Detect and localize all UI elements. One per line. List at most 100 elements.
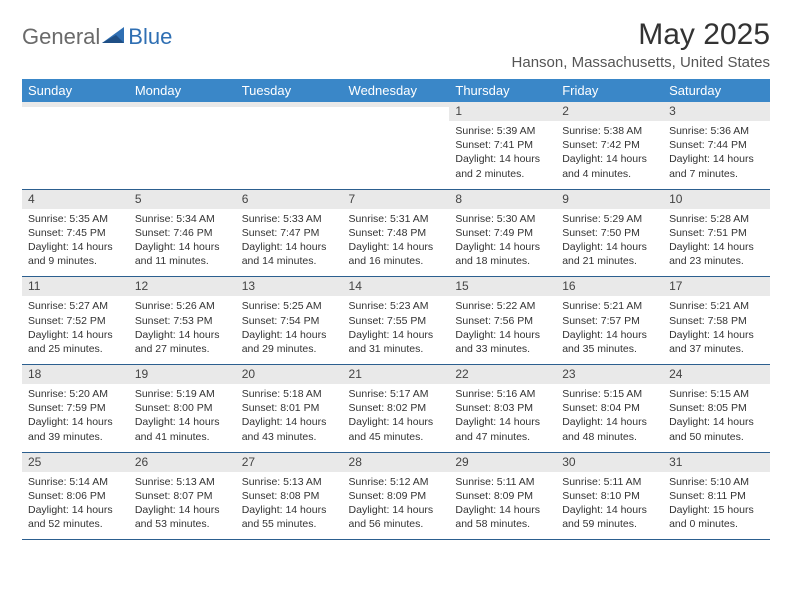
day-content: Sunrise: 5:22 AMSunset: 7:56 PMDaylight:… (449, 296, 556, 364)
day-number: 16 (556, 277, 663, 296)
sunrise-text: Sunrise: 5:15 AM (562, 387, 657, 401)
day-content (343, 107, 450, 171)
daylight-text: Daylight: 14 hours and 11 minutes. (135, 240, 230, 268)
daylight-text: Daylight: 14 hours and 45 minutes. (349, 415, 444, 443)
calendar-cell: 7Sunrise: 5:31 AMSunset: 7:48 PMDaylight… (343, 189, 450, 277)
calendar-cell (129, 102, 236, 189)
day-number: 30 (556, 453, 663, 472)
day-content: Sunrise: 5:15 AMSunset: 8:05 PMDaylight:… (663, 384, 770, 452)
day-number: 5 (129, 190, 236, 209)
sunset-text: Sunset: 7:54 PM (242, 314, 337, 328)
calendar-cell: 5Sunrise: 5:34 AMSunset: 7:46 PMDaylight… (129, 189, 236, 277)
day-number: 8 (449, 190, 556, 209)
sunset-text: Sunset: 8:09 PM (455, 489, 550, 503)
calendar-week-row: 11Sunrise: 5:27 AMSunset: 7:52 PMDayligh… (22, 277, 770, 365)
daylight-text: Daylight: 14 hours and 16 minutes. (349, 240, 444, 268)
sunset-text: Sunset: 8:01 PM (242, 401, 337, 415)
daylight-text: Daylight: 14 hours and 29 minutes. (242, 328, 337, 356)
daylight-text: Daylight: 14 hours and 52 minutes. (28, 503, 123, 531)
day-header-thursday: Thursday (449, 79, 556, 102)
calendar-cell: 19Sunrise: 5:19 AMSunset: 8:00 PMDayligh… (129, 365, 236, 453)
calendar-cell: 9Sunrise: 5:29 AMSunset: 7:50 PMDaylight… (556, 189, 663, 277)
daylight-text: Daylight: 14 hours and 18 minutes. (455, 240, 550, 268)
day-content: Sunrise: 5:36 AMSunset: 7:44 PMDaylight:… (663, 121, 770, 189)
sunrise-text: Sunrise: 5:23 AM (349, 299, 444, 313)
calendar-cell (343, 102, 450, 189)
sunrise-text: Sunrise: 5:35 AM (28, 212, 123, 226)
calendar-page: General Blue May 2025 Hanson, Massachuse… (0, 0, 792, 552)
calendar-cell: 28Sunrise: 5:12 AMSunset: 8:09 PMDayligh… (343, 452, 450, 540)
day-content: Sunrise: 5:17 AMSunset: 8:02 PMDaylight:… (343, 384, 450, 452)
sunrise-text: Sunrise: 5:27 AM (28, 299, 123, 313)
sunrise-text: Sunrise: 5:15 AM (669, 387, 764, 401)
sunset-text: Sunset: 7:56 PM (455, 314, 550, 328)
sunrise-text: Sunrise: 5:36 AM (669, 124, 764, 138)
calendar-cell: 4Sunrise: 5:35 AMSunset: 7:45 PMDaylight… (22, 189, 129, 277)
location: Hanson, Massachusetts, United States (512, 54, 770, 71)
daylight-text: Daylight: 14 hours and 9 minutes. (28, 240, 123, 268)
day-content: Sunrise: 5:12 AMSunset: 8:09 PMDaylight:… (343, 472, 450, 540)
sunrise-text: Sunrise: 5:31 AM (349, 212, 444, 226)
day-number: 17 (663, 277, 770, 296)
calendar-cell: 17Sunrise: 5:21 AMSunset: 7:58 PMDayligh… (663, 277, 770, 365)
sunrise-text: Sunrise: 5:14 AM (28, 475, 123, 489)
day-number: 4 (22, 190, 129, 209)
calendar-cell: 8Sunrise: 5:30 AMSunset: 7:49 PMDaylight… (449, 189, 556, 277)
sunset-text: Sunset: 8:11 PM (669, 489, 764, 503)
sunset-text: Sunset: 7:44 PM (669, 138, 764, 152)
sunset-text: Sunset: 7:59 PM (28, 401, 123, 415)
daylight-text: Daylight: 14 hours and 7 minutes. (669, 152, 764, 180)
daylight-text: Daylight: 14 hours and 53 minutes. (135, 503, 230, 531)
logo: General Blue (22, 24, 172, 50)
day-number: 3 (663, 102, 770, 121)
daylight-text: Daylight: 14 hours and 37 minutes. (669, 328, 764, 356)
logo-mark-icon (102, 25, 126, 50)
sunset-text: Sunset: 8:08 PM (242, 489, 337, 503)
sunrise-text: Sunrise: 5:11 AM (455, 475, 550, 489)
day-number: 26 (129, 453, 236, 472)
calendar-week-row: 25Sunrise: 5:14 AMSunset: 8:06 PMDayligh… (22, 452, 770, 540)
daylight-text: Daylight: 14 hours and 2 minutes. (455, 152, 550, 180)
sunset-text: Sunset: 8:07 PM (135, 489, 230, 503)
day-number: 10 (663, 190, 770, 209)
calendar-week-row: 4Sunrise: 5:35 AMSunset: 7:45 PMDaylight… (22, 189, 770, 277)
sunrise-text: Sunrise: 5:22 AM (455, 299, 550, 313)
sunrise-text: Sunrise: 5:21 AM (562, 299, 657, 313)
sunset-text: Sunset: 8:05 PM (669, 401, 764, 415)
calendar-cell: 6Sunrise: 5:33 AMSunset: 7:47 PMDaylight… (236, 189, 343, 277)
day-content: Sunrise: 5:31 AMSunset: 7:48 PMDaylight:… (343, 209, 450, 277)
sunset-text: Sunset: 7:55 PM (349, 314, 444, 328)
day-content: Sunrise: 5:34 AMSunset: 7:46 PMDaylight:… (129, 209, 236, 277)
day-content: Sunrise: 5:25 AMSunset: 7:54 PMDaylight:… (236, 296, 343, 364)
day-content: Sunrise: 5:28 AMSunset: 7:51 PMDaylight:… (663, 209, 770, 277)
calendar-cell: 26Sunrise: 5:13 AMSunset: 8:07 PMDayligh… (129, 452, 236, 540)
daylight-text: Daylight: 15 hours and 0 minutes. (669, 503, 764, 531)
daylight-text: Daylight: 14 hours and 35 minutes. (562, 328, 657, 356)
daylight-text: Daylight: 14 hours and 27 minutes. (135, 328, 230, 356)
day-content: Sunrise: 5:20 AMSunset: 7:59 PMDaylight:… (22, 384, 129, 452)
daylight-text: Daylight: 14 hours and 59 minutes. (562, 503, 657, 531)
day-content: Sunrise: 5:29 AMSunset: 7:50 PMDaylight:… (556, 209, 663, 277)
day-number: 22 (449, 365, 556, 384)
day-content: Sunrise: 5:35 AMSunset: 7:45 PMDaylight:… (22, 209, 129, 277)
calendar-cell: 20Sunrise: 5:18 AMSunset: 8:01 PMDayligh… (236, 365, 343, 453)
daylight-text: Daylight: 14 hours and 50 minutes. (669, 415, 764, 443)
calendar-cell (236, 102, 343, 189)
calendar-cell: 16Sunrise: 5:21 AMSunset: 7:57 PMDayligh… (556, 277, 663, 365)
sunrise-text: Sunrise: 5:13 AM (242, 475, 337, 489)
sunset-text: Sunset: 7:48 PM (349, 226, 444, 240)
day-content (22, 107, 129, 171)
calendar-cell: 18Sunrise: 5:20 AMSunset: 7:59 PMDayligh… (22, 365, 129, 453)
day-content: Sunrise: 5:14 AMSunset: 8:06 PMDaylight:… (22, 472, 129, 540)
daylight-text: Daylight: 14 hours and 48 minutes. (562, 415, 657, 443)
sunset-text: Sunset: 8:09 PM (349, 489, 444, 503)
day-number: 7 (343, 190, 450, 209)
day-content: Sunrise: 5:39 AMSunset: 7:41 PMDaylight:… (449, 121, 556, 189)
day-number: 27 (236, 453, 343, 472)
sunset-text: Sunset: 7:41 PM (455, 138, 550, 152)
calendar-cell: 21Sunrise: 5:17 AMSunset: 8:02 PMDayligh… (343, 365, 450, 453)
day-content: Sunrise: 5:21 AMSunset: 7:57 PMDaylight:… (556, 296, 663, 364)
sunrise-text: Sunrise: 5:34 AM (135, 212, 230, 226)
calendar-cell: 1Sunrise: 5:39 AMSunset: 7:41 PMDaylight… (449, 102, 556, 189)
calendar-cell: 22Sunrise: 5:16 AMSunset: 8:03 PMDayligh… (449, 365, 556, 453)
